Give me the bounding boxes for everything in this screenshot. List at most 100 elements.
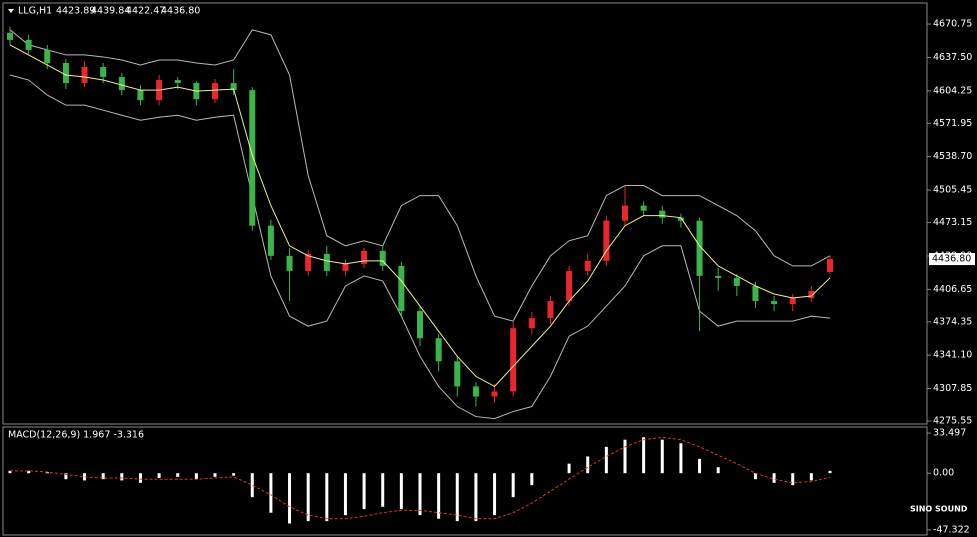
macd-bar	[269, 473, 273, 513]
macd-bar	[101, 473, 105, 480]
macd-bar	[642, 437, 646, 474]
macd-bar	[306, 473, 310, 522]
macd-bar	[623, 439, 627, 474]
macd-bar	[511, 473, 515, 498]
candle-body	[603, 220, 610, 261]
close-label: 4436.80	[161, 6, 200, 17]
macd-bar	[64, 473, 68, 480]
macd-bar	[418, 473, 422, 516]
candle-body	[715, 275, 722, 278]
macd-bar	[567, 463, 571, 474]
candle-body	[118, 77, 125, 91]
candle-body	[44, 49, 51, 63]
candle-body	[454, 361, 461, 387]
macd-bar	[474, 473, 478, 522]
y-tick-label: 4275.55	[933, 416, 972, 427]
macd-bar	[325, 473, 329, 522]
candle-body	[137, 90, 144, 101]
macd-bar	[698, 458, 702, 474]
candle-body	[733, 277, 740, 286]
macd-bar	[753, 473, 757, 480]
last-price-box	[929, 253, 975, 266]
candle-body	[7, 32, 13, 40]
y-tick-label: 0.00	[933, 468, 954, 479]
candle-body	[752, 285, 759, 302]
macd-bar	[586, 456, 590, 474]
candle-body	[286, 255, 293, 271]
macd-bar	[381, 473, 385, 507]
y-tick-label: 33.497	[933, 428, 966, 439]
candle-body	[491, 391, 498, 397]
candle-body	[472, 386, 479, 397]
candle-body	[361, 250, 368, 264]
candle-body	[417, 311, 423, 339]
candle-body	[696, 220, 703, 276]
y-tick-label: 4571.95	[933, 118, 972, 129]
macd-bar	[213, 473, 217, 477]
header: LLG,H1 4423.89 4439.84 4422.47 4436.80	[8, 6, 200, 17]
macd-bar	[138, 473, 142, 483]
candle-body	[510, 328, 517, 392]
open-label: 4423.89	[56, 6, 95, 17]
macd-bar	[604, 446, 608, 474]
candle-body	[659, 210, 666, 218]
candle-body	[566, 270, 573, 302]
macd-bar	[27, 470, 31, 474]
candle-body	[305, 253, 312, 271]
macd-bar	[399, 473, 403, 510]
candle-body	[640, 205, 647, 211]
y-tick-label: -47.322	[933, 524, 970, 535]
macd-bar	[493, 473, 497, 516]
macd-bar	[120, 473, 124, 481]
signal-line	[10, 436, 831, 520]
candle-body	[174, 80, 181, 84]
candle-body	[267, 225, 274, 256]
candle-body	[100, 66, 107, 78]
y-tick-label: 4538.70	[933, 151, 972, 162]
macd-bar	[716, 467, 720, 474]
candle-body	[435, 338, 442, 362]
y-tick-label: 4374.35	[933, 316, 972, 327]
y-tick-label: 4505.45	[933, 185, 972, 196]
symbol: LLG,H1	[18, 6, 52, 17]
macd-bar	[437, 473, 441, 519]
candle-body	[584, 260, 591, 271]
candle-body	[677, 217, 684, 221]
macd-bar	[362, 473, 366, 510]
y-tick-label: 4406.65	[933, 284, 972, 295]
y-tick-label: 4341.10	[933, 350, 972, 361]
candle-body	[379, 250, 386, 266]
macd-bar	[83, 473, 87, 481]
macd-bar	[772, 473, 776, 483]
candle-body	[212, 83, 218, 100]
candle-body	[81, 66, 88, 84]
macd-bar	[343, 473, 347, 516]
macd-panel	[2, 426, 928, 536]
macd-title: MACD(12,26,9) 1.967 -3.316	[8, 430, 144, 441]
low-label: 4422.47	[126, 6, 165, 17]
macd-bar	[45, 472, 49, 474]
high-label: 4439.84	[91, 6, 130, 17]
y-tick-label: 4307.85	[933, 383, 972, 394]
candle-body	[547, 301, 554, 319]
candle-body	[827, 259, 833, 273]
macd-bar	[828, 470, 832, 474]
candle-body	[771, 301, 778, 305]
y-tick-label: 4670.75	[933, 19, 972, 30]
candle-body	[622, 205, 628, 221]
menu-arrow	[8, 9, 14, 13]
y-tick-label: 4637.50	[933, 52, 972, 63]
candle-body	[342, 263, 349, 271]
macd-bar	[250, 473, 254, 498]
candle-body	[62, 62, 69, 84]
macd-bar	[194, 473, 198, 480]
candle-body	[398, 265, 405, 312]
candle-body	[528, 318, 535, 329]
macd-bar	[660, 439, 664, 474]
macd-bar	[455, 473, 459, 522]
macd-bar	[791, 473, 795, 486]
candle-body	[25, 39, 32, 50]
last-price-label: 4436.80	[932, 254, 971, 265]
macd-bar	[8, 470, 12, 474]
